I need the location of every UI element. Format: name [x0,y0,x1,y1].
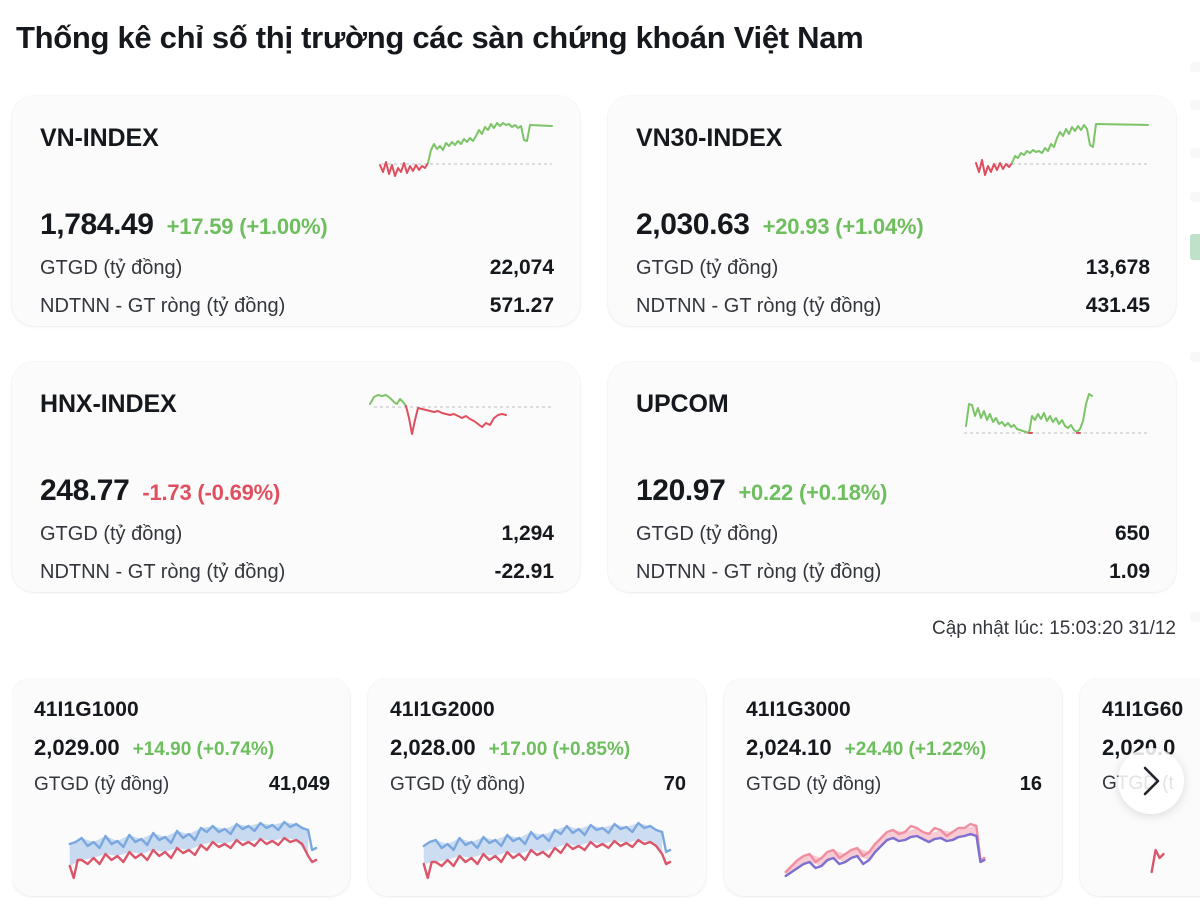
ndtnn-value: 431.45 [1085,294,1150,317]
gtgd-value: 13,678 [1085,256,1150,279]
price-row: 2,024.10 +24.40 (+1.22%) [746,735,1042,761]
price-row: 1,784.49 +17.59 (+1.00%) [40,208,554,242]
derivative-card-41i1g1000[interactable]: 41I1G1000 2,029.00 +14.90 (+0.74%) GTGD … [12,678,350,896]
index-card-vn30-index[interactable]: VN30-INDEX 2,030.63 +20.93 (+1.04%) GTGD… [608,96,1176,326]
gtgd-label: GTGD (tỷ đồng) [40,523,183,545]
derivative-symbol: 41I1G1000 [34,698,139,721]
price-row: 2,028.00 +17.00 (+0.85%) [390,735,686,761]
gtgd-label: GTGD (tỷ đồng) [746,774,882,795]
ndtnn-row: NDTNN - GT ròng (tỷ đồng) 571.27 [40,294,554,318]
gtgd-value: 16 [1019,773,1042,795]
index-card-hnx-index[interactable]: HNX-INDEX 248.77 -1.73 (-0.69%) GTGD (tỷ… [12,362,580,592]
ndtnn-row: NDTNN - GT ròng (tỷ đồng) -22.91 [40,560,554,584]
index-change: +20.93 (+1.04%) [762,214,924,239]
card-header: VN30-INDEX [636,123,1150,182]
gtgd-row: GTGD (tỷ đồng) 1,294 [40,522,554,546]
sparkline-chart-vn-index [364,120,554,182]
index-symbol: UPCOM [636,390,729,418]
ndtnn-value: 1.09 [1109,560,1150,583]
derivative-price: 2,024.10 [746,735,832,760]
gtgd-value: 1,294 [501,522,554,545]
card-header: VN-INDEX [40,122,554,182]
ndtnn-row: NDTNN - GT ròng (tỷ đồng) 1.09 [636,560,1150,584]
sparkline-chart-41i1g2000 [390,820,684,884]
gtgd-label: GTGD (tỷ đồng) [34,774,170,795]
sparkline-chart-41i1g1000 [34,820,328,884]
price-row: 120.97 +0.22 (+0.18%) [636,474,1150,508]
ndtnn-value: -22.91 [494,560,554,583]
derivative-change: +17.00 (+0.85%) [488,739,631,760]
derivative-symbol: 41I1G3000 [746,698,851,721]
ndtnn-label: NDTNN - GT ròng (tỷ đồng) [40,561,286,583]
index-price: 248.77 [40,474,130,507]
gtgd-value: 650 [1114,522,1150,545]
chevron-right-icon [1138,764,1164,798]
derivative-change: +14.90 (+0.74%) [132,739,275,760]
index-card-grid: VN-INDEX 1,784.49 +17.59 (+1.00%) GTGD (… [12,96,1176,592]
index-price: 120.97 [636,474,726,507]
price-row: 2,030.63 +20.93 (+1.04%) [636,208,1150,242]
derivative-symbol: 41I1G2000 [390,698,495,721]
gtgd-row: GTGD (tỷ đồng) 41,049 [34,773,330,796]
derivative-change: +24.40 (+1.22%) [844,739,987,760]
sparkline-chart-hnx-index [364,386,554,448]
card-header: HNX-INDEX [40,390,554,448]
ndtnn-row: NDTNN - GT ròng (tỷ đồng) 431.45 [636,294,1150,318]
sparkline-chart-upcom [960,386,1150,448]
ndtnn-label: NDTNN - GT ròng (tỷ đồng) [636,295,882,317]
derivative-symbol: 41I1G60 [1102,698,1184,721]
gtgd-label: GTGD (tỷ đồng) [390,774,526,795]
gtgd-row: GTGD (tỷ đồng) 13,678 [636,256,1150,280]
index-price: 1,784.49 [40,208,154,241]
index-symbol: HNX-INDEX [40,390,177,418]
gtgd-value: 41,049 [268,773,330,795]
index-symbol: VN-INDEX [40,124,159,152]
derivative-price: 2,028.00 [390,735,476,760]
price-row: 2,029.00 +14.90 (+0.74%) [34,735,330,761]
last-updated-label: Cập nhật lúc: 15:03:20 31/12 [931,618,1176,639]
derivative-card-41i1g2000[interactable]: 41I1G2000 2,028.00 +17.00 (+0.85%) GTGD … [368,678,706,896]
ndtnn-value: 571.27 [489,294,554,317]
gtgd-row: GTGD (tỷ đồng) 22,074 [40,256,554,280]
ndtnn-label: NDTNN - GT ròng (tỷ đồng) [40,295,286,317]
page-title: Thống kê chỉ số thị trường các sàn chứng… [16,20,864,55]
gtgd-row: GTGD (tỷ đồng) 650 [636,522,1150,546]
gtgd-row: GTGD (tỷ đồng) 16 [746,773,1042,796]
sparkline-chart-41i1g3000 [746,820,1040,884]
gtgd-row: GTGD (tỷ đồng) 70 [390,773,686,796]
gtgd-label: GTGD (tỷ đồng) [40,257,183,279]
ndtnn-label: NDTNN - GT ròng (tỷ đồng) [636,561,882,583]
index-card-vn-index[interactable]: VN-INDEX 1,784.49 +17.59 (+1.00%) GTGD (… [12,96,580,326]
gtgd-label: GTGD (tỷ đồng) [636,257,779,279]
offscreen-panel-sliver [1186,52,1200,652]
index-change: +17.59 (+1.00%) [166,214,328,239]
index-change: -1.73 (-0.69%) [142,480,281,505]
card-header: UPCOM [636,390,1150,448]
gtgd-value: 70 [663,773,686,795]
sparkline-chart-vn30-index [960,120,1150,182]
price-row: 248.77 -1.73 (-0.69%) [40,474,554,508]
derivatives-carousel[interactable]: 41I1G1000 2,029.00 +14.90 (+0.74%) GTGD … [12,678,1200,910]
carousel-next-button[interactable] [1118,748,1184,814]
index-symbol: VN30-INDEX [636,124,783,152]
derivative-card-41i1g3000[interactable]: 41I1G3000 2,024.10 +24.40 (+1.22%) GTGD … [724,678,1062,896]
sparkline-chart-41i1g60 [1102,820,1200,884]
gtgd-value: 22,074 [489,256,554,279]
index-change: +0.22 (+0.18%) [738,480,888,505]
index-card-upcom[interactable]: UPCOM 120.97 +0.22 (+0.18%) GTGD (tỷ đồn… [608,362,1176,592]
derivative-price: 2,029.00 [34,735,120,760]
index-price: 2,030.63 [636,208,750,241]
gtgd-label: GTGD (tỷ đồng) [636,523,779,545]
